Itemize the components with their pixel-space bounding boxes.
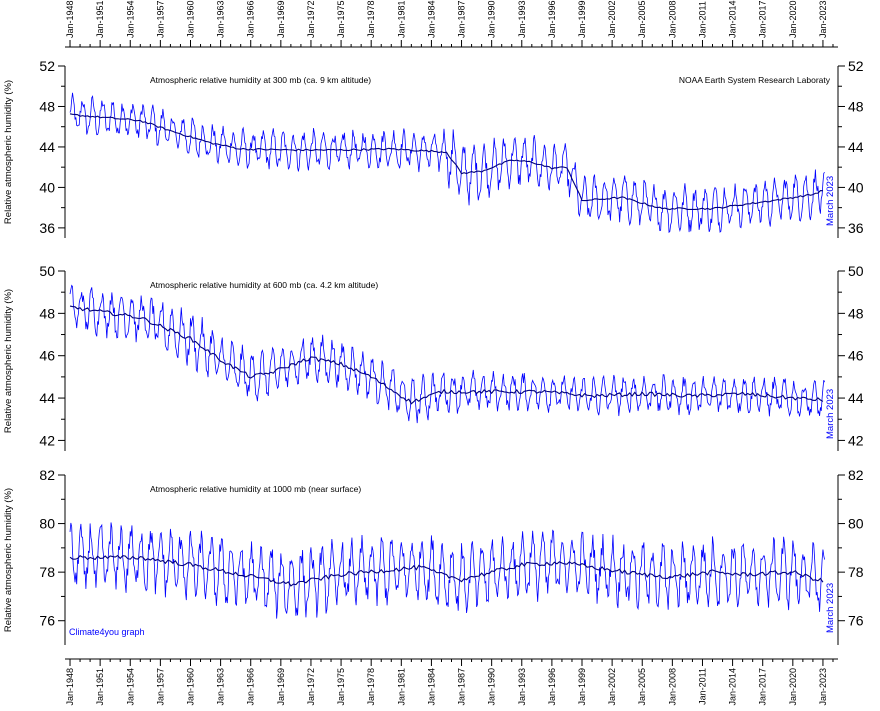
bottom-x-tick-label: Jan-1978 [366,668,376,706]
top-x-tick-label: Jan-1969 [276,0,286,38]
bottom-x-tick-label: Jan-1963 [216,668,226,706]
bottom-x-tick-label: Jan-1951 [95,668,105,706]
bottom-x-tick-label: Jan-2020 [788,668,798,706]
right-y-tick-label: 76 [848,613,864,629]
running-mean-line [69,305,824,405]
top-x-tick-label: Jan-1960 [185,0,195,38]
monthly-series-line [69,284,825,424]
bottom-x-tick-label: Jan-2002 [607,668,617,706]
top-x-tick-label: Jan-1975 [336,0,346,38]
bottom-x-tick-label: Jan-2011 [697,668,707,705]
right-y-tick-label: 52 [848,58,864,74]
bottom-x-tick-label: Jan-1972 [306,668,316,706]
top-x-tick-label: Jan-1951 [95,0,105,38]
running-mean-line [69,554,824,587]
bottom-x-tick-label: Jan-1966 [246,668,256,706]
left-y-tick-label: 52 [39,58,55,74]
right-y-tick-label: 78 [848,564,864,580]
right-y-tick-label: 44 [848,390,864,406]
left-y-tick-label: 78 [39,564,55,580]
bottom-x-tick-label: Jan-2005 [637,668,647,706]
end-date-label: March 2023 [825,389,836,439]
left-y-tick-label: 48 [39,305,55,321]
bottom-x-tick-label: Jan-2017 [758,668,768,706]
y-axis-label: Relative atmospheric humidity (%) [3,80,14,224]
bottom-x-tick-label: Jan-1960 [185,668,195,706]
panel-title: Atmospheric relative humidity at 1000 mb… [150,484,361,494]
top-x-tick-label: Jan-1966 [246,0,256,38]
bottom-x-tick-label: Jan-1969 [276,668,286,706]
bottom-x-tick-label: Jan-1996 [547,668,557,706]
top-x-tick-label: Jan-1984 [426,0,436,38]
bottom-x-tick-label: Jan-1990 [487,668,497,706]
panel-title: Atmospheric relative humidity at 600 mb … [150,280,378,290]
top-x-tick-label: Jan-1963 [216,0,226,38]
top-x-tick-label: Jan-1948 [65,0,75,38]
top-x-tick-label: Jan-1987 [457,0,467,38]
left-y-tick-label: 44 [39,139,55,155]
right-y-tick-label: 46 [848,348,864,364]
bottom-x-tick-label: Jan-1957 [155,668,165,706]
top-x-tick-label: Jan-1999 [577,0,587,38]
y-axis-label: Relative atmospheric humidity (%) [3,488,14,632]
top-x-tick-label: Jan-1954 [125,0,135,38]
right-y-tick-label: 48 [848,305,864,321]
left-y-tick-label: 82 [39,467,55,483]
y-axis-label: Relative atmospheric humidity (%) [3,289,14,433]
right-y-tick-label: 44 [848,139,864,155]
panel-title: Atmospheric relative humidity at 300 mb … [150,75,371,85]
bottom-x-tick-label: Jan-1993 [517,668,527,706]
bottom-x-tick-label: Jan-1981 [396,668,406,706]
end-date-label: March 2023 [825,583,836,633]
left-y-tick-label: 44 [39,390,55,406]
top-x-tick-label: Jan-2023 [818,0,828,38]
top-x-tick-label: Jan-2008 [667,0,677,38]
top-x-tick-label: Jan-2005 [637,0,647,38]
left-y-tick-label: 40 [39,179,55,195]
top-x-tick-label: Jan-1957 [155,0,165,38]
bottom-x-tick-label: Jan-1975 [336,668,346,706]
left-y-tick-label: 36 [39,220,55,236]
bottom-x-tick-label: Jan-1987 [457,668,467,706]
top-x-tick-label: Jan-1996 [547,0,557,38]
monthly-series-line [69,522,826,619]
top-x-tick-label: Jan-2020 [788,0,798,38]
right-y-tick-label: 82 [848,467,864,483]
bottom-x-tick-label: Jan-2008 [667,668,677,706]
right-y-tick-label: 36 [848,220,864,236]
left-y-tick-label: 46 [39,348,55,364]
end-date-label: March 2023 [825,176,836,226]
left-y-tick-label: 48 [39,98,55,114]
top-x-tick-label: Jan-1990 [487,0,497,38]
bottom-x-tick-label: Jan-1999 [577,668,587,706]
right-y-tick-label: 40 [848,179,864,195]
bottom-x-tick-label: Jan-1954 [125,668,135,706]
top-x-tick-label: Jan-1981 [396,0,406,38]
bottom-x-tick-label: Jan-2023 [818,668,828,706]
top-x-tick-label: Jan-1978 [366,0,376,38]
top-x-tick-label: Jan-2002 [607,0,617,38]
right-y-tick-label: 48 [848,98,864,114]
left-y-tick-label: 80 [39,516,55,532]
left-y-tick-label: 42 [39,432,55,448]
right-y-tick-label: 50 [848,263,864,279]
bottom-x-tick-label: Jan-2014 [728,668,738,706]
monthly-series-line [69,92,825,234]
top-x-tick-label: Jan-2014 [728,0,738,38]
bottom-x-tick-label: Jan-1948 [65,668,75,706]
top-x-tick-label: Jan-2011 [697,1,707,38]
top-x-tick-label: Jan-1993 [517,0,527,38]
top-x-tick-label: Jan-1972 [306,0,316,38]
bottom-x-tick-label: Jan-1984 [426,668,436,706]
top-x-tick-label: Jan-2017 [758,0,768,38]
credit-label: Climate4you graph [69,627,145,637]
source-label: NOAA Earth System Research Laboraty [679,75,831,85]
right-y-tick-label: 42 [848,432,864,448]
running-mean-line [69,113,823,211]
right-y-tick-label: 80 [848,516,864,532]
left-y-tick-label: 76 [39,613,55,629]
left-y-tick-label: 50 [39,263,55,279]
